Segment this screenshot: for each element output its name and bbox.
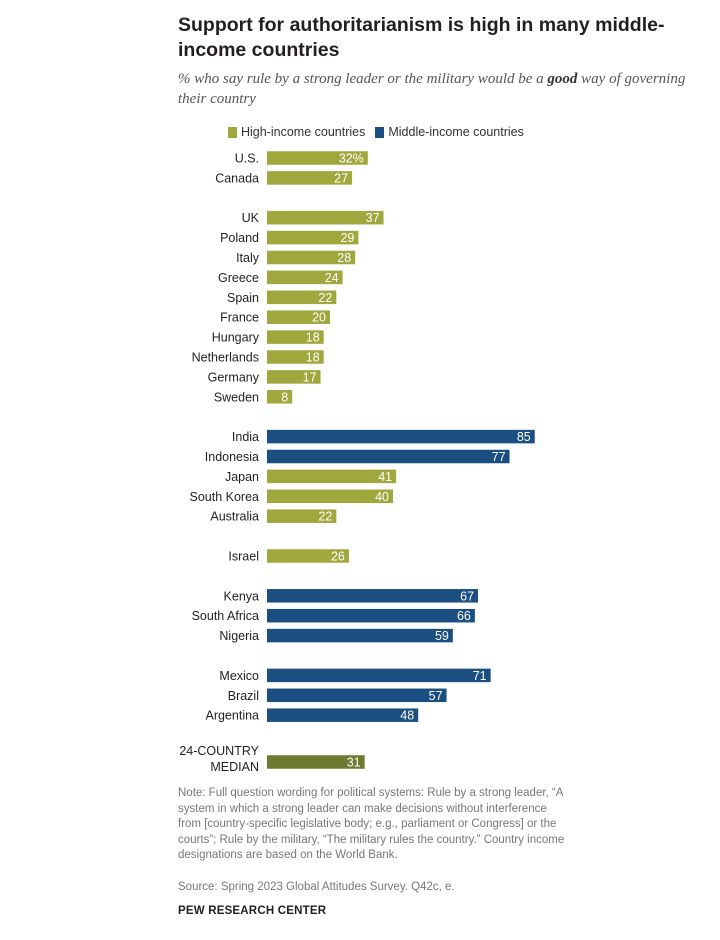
bar-australia xyxy=(267,509,337,523)
bar-hungary xyxy=(267,330,324,344)
category-label-kenya: Kenya xyxy=(224,589,259,603)
value-label-australia: 22 xyxy=(318,510,332,524)
bar-india xyxy=(267,429,535,444)
bar-poland xyxy=(267,230,359,245)
category-label-italy: Italy xyxy=(236,251,260,265)
value-label-italy: 28 xyxy=(337,251,351,265)
chart-subtitle: % who say rule by a strong leader or the… xyxy=(178,69,698,109)
legend-item-high-income: High-income countries xyxy=(228,125,365,139)
category-label-poland: Poland xyxy=(220,231,259,245)
value-label-france: 20 xyxy=(312,311,326,325)
category-label-australia: Australia xyxy=(210,510,259,524)
category-label-mexico: Mexico xyxy=(219,669,259,683)
legend-label-middle-income: Middle-income countries xyxy=(388,125,524,139)
subtitle-emphasis: good xyxy=(547,71,578,87)
value-label-nigeria: 59 xyxy=(435,629,449,643)
category-label-france: France xyxy=(220,311,259,325)
value-label-hungary: 18 xyxy=(306,331,320,345)
value-label-india: 85 xyxy=(517,430,531,444)
category-label-south-africa: South Africa xyxy=(192,609,259,623)
subtitle-text-end: way of governing their country xyxy=(178,71,686,107)
value-label-sweden: 8 xyxy=(281,390,288,404)
category-label-u-s: U.S. xyxy=(235,152,259,166)
category-label-netherlands: Netherlands xyxy=(192,351,259,365)
category-label-indonesia: Indonesia xyxy=(205,450,259,464)
category-label-hungary: Hungary xyxy=(212,331,260,345)
value-label-netherlands: 18 xyxy=(306,351,320,365)
category-label-israel: Israel xyxy=(228,550,259,564)
value-label-brazil: 57 xyxy=(429,689,443,703)
value-label-u-s: 32% xyxy=(339,152,364,166)
bar-japan xyxy=(267,469,397,484)
bar-greece xyxy=(267,270,343,285)
bar-spain xyxy=(267,290,337,305)
category-label-24-country-median-line1: 24-COUNTRY xyxy=(179,744,259,758)
value-label-greece: 24 xyxy=(325,271,339,285)
bar-sweden xyxy=(267,390,293,404)
bar-chart: U.S. 32% Canada 27 UK 37 Poland 29 Italy 28 Greece… xyxy=(179,151,535,774)
bar-france xyxy=(267,310,330,324)
value-label-israel: 26 xyxy=(331,550,345,564)
bar-argentina xyxy=(267,708,419,722)
bar-canada xyxy=(267,171,353,185)
value-label-south-korea: 40 xyxy=(375,490,389,504)
legend-label-high-income: High-income countries xyxy=(241,125,366,139)
category-label-nigeria: Nigeria xyxy=(219,629,259,643)
category-label-24-country-median-line2: MEDIAN xyxy=(210,760,259,774)
category-label-south-korea: South Korea xyxy=(190,490,260,504)
bar-italy xyxy=(267,250,356,265)
bar-south-korea xyxy=(267,489,393,504)
chart-source: Source: Spring 2023 Global Attitudes Sur… xyxy=(178,881,455,893)
bar-u-s xyxy=(267,151,368,165)
value-label-argentina: 48 xyxy=(400,709,414,723)
bar-israel xyxy=(267,549,349,563)
category-label-india: India xyxy=(232,430,259,444)
legend-swatch-high-income xyxy=(228,126,237,138)
category-label-argentina: Argentina xyxy=(205,709,259,723)
bar-uk xyxy=(267,210,384,225)
value-label-canada: 27 xyxy=(334,171,348,185)
value-label-japan: 41 xyxy=(378,470,392,484)
bar-24-country-median xyxy=(267,755,365,769)
bar-germany xyxy=(267,370,321,384)
value-label-mexico: 71 xyxy=(473,669,487,683)
value-label-kenya: 67 xyxy=(460,589,474,603)
category-label-sweden: Sweden xyxy=(214,390,259,404)
category-label-spain: Spain xyxy=(227,291,259,305)
value-label-uk: 37 xyxy=(366,211,380,225)
value-label-indonesia: 77 xyxy=(492,450,506,464)
bar-indonesia xyxy=(267,449,510,464)
chart-note: Note: Full question wording for politica… xyxy=(178,787,565,861)
category-label-japan: Japan xyxy=(225,470,259,484)
bar-kenya xyxy=(267,589,479,603)
chart-title: Support for authoritarianism is high in … xyxy=(178,14,665,61)
bar-nigeria xyxy=(267,628,453,643)
brand-label: PEW RESEARCH CENTER xyxy=(178,905,327,917)
legend-item-middle-income: Middle-income countries xyxy=(375,125,524,139)
value-label-24-country-median: 31 xyxy=(347,756,361,770)
value-label-south-africa: 66 xyxy=(457,609,471,623)
bar-mexico xyxy=(267,668,491,683)
category-label-greece: Greece xyxy=(218,271,259,285)
value-label-spain: 22 xyxy=(318,291,332,305)
bar-netherlands xyxy=(267,350,324,364)
category-label-canada: Canada xyxy=(215,171,259,185)
value-label-germany: 17 xyxy=(303,370,317,384)
category-label-uk: UK xyxy=(242,211,260,225)
subtitle-text-start: % who say rule by a strong leader or the… xyxy=(178,71,548,87)
chart-legend: High-income countries Middle-income coun… xyxy=(228,125,534,139)
value-label-poland: 29 xyxy=(340,231,354,245)
category-label-brazil: Brazil xyxy=(228,689,259,703)
bar-south-africa xyxy=(267,608,475,623)
legend-swatch-middle-income xyxy=(375,126,385,138)
category-label-germany: Germany xyxy=(208,370,260,384)
bar-brazil xyxy=(267,688,447,703)
